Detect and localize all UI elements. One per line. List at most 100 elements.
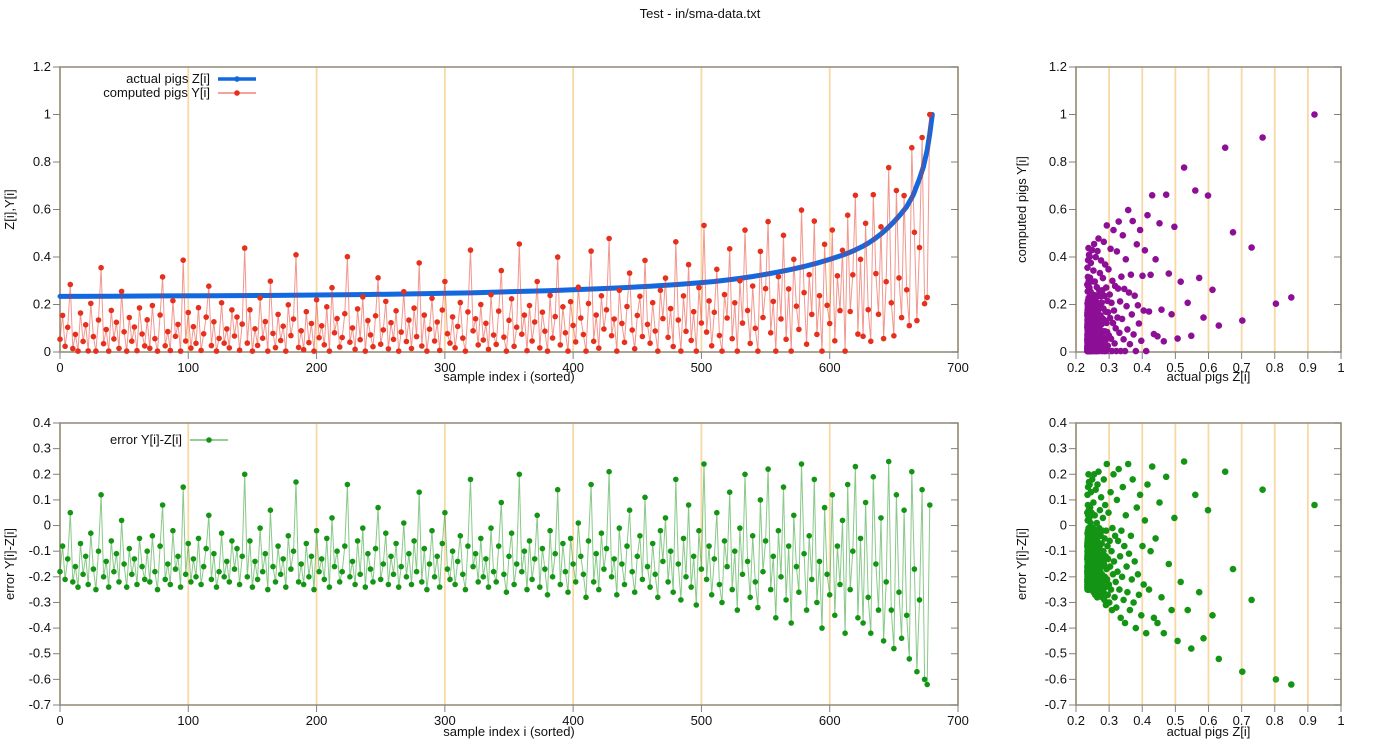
data-point	[850, 548, 856, 554]
data-point	[583, 594, 589, 601]
data-point	[606, 468, 612, 475]
data-point	[732, 300, 738, 306]
x-tick-label: 600	[819, 713, 841, 728]
data-point	[1092, 253, 1099, 261]
data-point	[1096, 269, 1104, 277]
data-point	[560, 540, 566, 547]
data-point	[724, 315, 730, 321]
data-point	[788, 348, 794, 354]
data-point	[542, 566, 548, 572]
data-point	[95, 317, 102, 323]
x-axis-title: actual pigs Z[i]	[1167, 369, 1251, 384]
y-axis-title: computed pigs Y[i]	[1014, 156, 1029, 263]
data-point	[493, 341, 500, 348]
data-point	[141, 343, 148, 349]
y-tick-label: 1.2	[1049, 59, 1067, 74]
data-point	[578, 553, 584, 560]
x-tick-label: 300	[434, 360, 456, 375]
data-point	[1141, 247, 1149, 254]
data-point	[798, 207, 805, 213]
data-point	[506, 317, 512, 324]
data-point	[521, 312, 528, 318]
data-point	[170, 297, 176, 304]
data-point	[1107, 488, 1114, 496]
data-point	[693, 348, 700, 354]
data-point	[857, 535, 864, 542]
x-axis-title: actual pigs Z[i]	[1167, 724, 1251, 739]
data-point	[547, 527, 553, 534]
data-point	[655, 348, 661, 354]
data-point	[524, 347, 530, 354]
data-point	[490, 332, 497, 338]
data-point	[1115, 465, 1122, 473]
data-point	[462, 586, 469, 593]
data-point	[1101, 261, 1109, 268]
data-point	[601, 326, 607, 332]
data-point	[1107, 245, 1114, 253]
data-point	[80, 338, 86, 345]
data-point	[554, 254, 561, 260]
data-point	[272, 344, 279, 351]
data-point	[144, 548, 150, 554]
data-point	[911, 566, 918, 572]
data-point	[172, 566, 179, 572]
data-point	[537, 345, 543, 351]
data-point	[1152, 535, 1159, 542]
y-tick-label: 0.6	[33, 202, 51, 217]
data-point	[175, 553, 181, 560]
data-point	[375, 275, 381, 281]
data-point	[755, 604, 761, 611]
data-point	[1087, 259, 1095, 267]
y-tick-label: 0.2	[1049, 466, 1067, 481]
data-point	[631, 589, 638, 595]
data-point	[1118, 527, 1125, 534]
x-tick-label: 0.6	[1199, 360, 1217, 375]
y-tick-label: -0.1	[29, 543, 51, 558]
data-point	[637, 293, 643, 300]
x-tick-label: 400	[562, 360, 584, 375]
data-point	[865, 594, 871, 601]
data-point	[290, 548, 297, 554]
data-point	[1162, 473, 1170, 481]
data-point	[75, 348, 81, 354]
data-point	[311, 586, 317, 593]
data-point	[1248, 244, 1255, 251]
data-point	[513, 561, 520, 567]
data-point	[103, 326, 109, 333]
data-point	[316, 334, 322, 341]
data-point	[688, 584, 694, 590]
data-point	[549, 335, 556, 341]
data-point	[377, 341, 384, 348]
data-point	[200, 331, 207, 337]
data-point	[1144, 481, 1151, 488]
data-point	[1104, 542, 1111, 550]
data-point	[649, 540, 656, 547]
data-point	[834, 543, 841, 549]
data-point	[1138, 612, 1145, 619]
data-point	[708, 592, 715, 598]
data-point	[331, 563, 338, 570]
x-tick-label: 600	[819, 360, 841, 375]
y-tick-label: -0.5	[1045, 646, 1067, 661]
y-tick-label: -0.7	[29, 697, 51, 712]
data-point	[819, 625, 825, 631]
data-point	[1121, 285, 1128, 293]
data-point	[454, 558, 461, 565]
data-point	[177, 348, 184, 354]
data-point	[211, 319, 217, 325]
data-point	[239, 321, 245, 327]
data-point	[888, 300, 895, 306]
data-point	[873, 270, 879, 277]
data-point	[72, 563, 79, 570]
data-point	[801, 550, 807, 557]
data-point	[318, 323, 325, 329]
data-point	[1130, 599, 1137, 606]
data-point	[814, 599, 820, 606]
data-point	[901, 507, 907, 513]
data-point	[575, 284, 582, 291]
data-point	[300, 581, 307, 588]
data-point	[906, 656, 913, 662]
data-point	[175, 321, 181, 328]
data-point	[1145, 308, 1153, 315]
data-point	[631, 346, 638, 352]
